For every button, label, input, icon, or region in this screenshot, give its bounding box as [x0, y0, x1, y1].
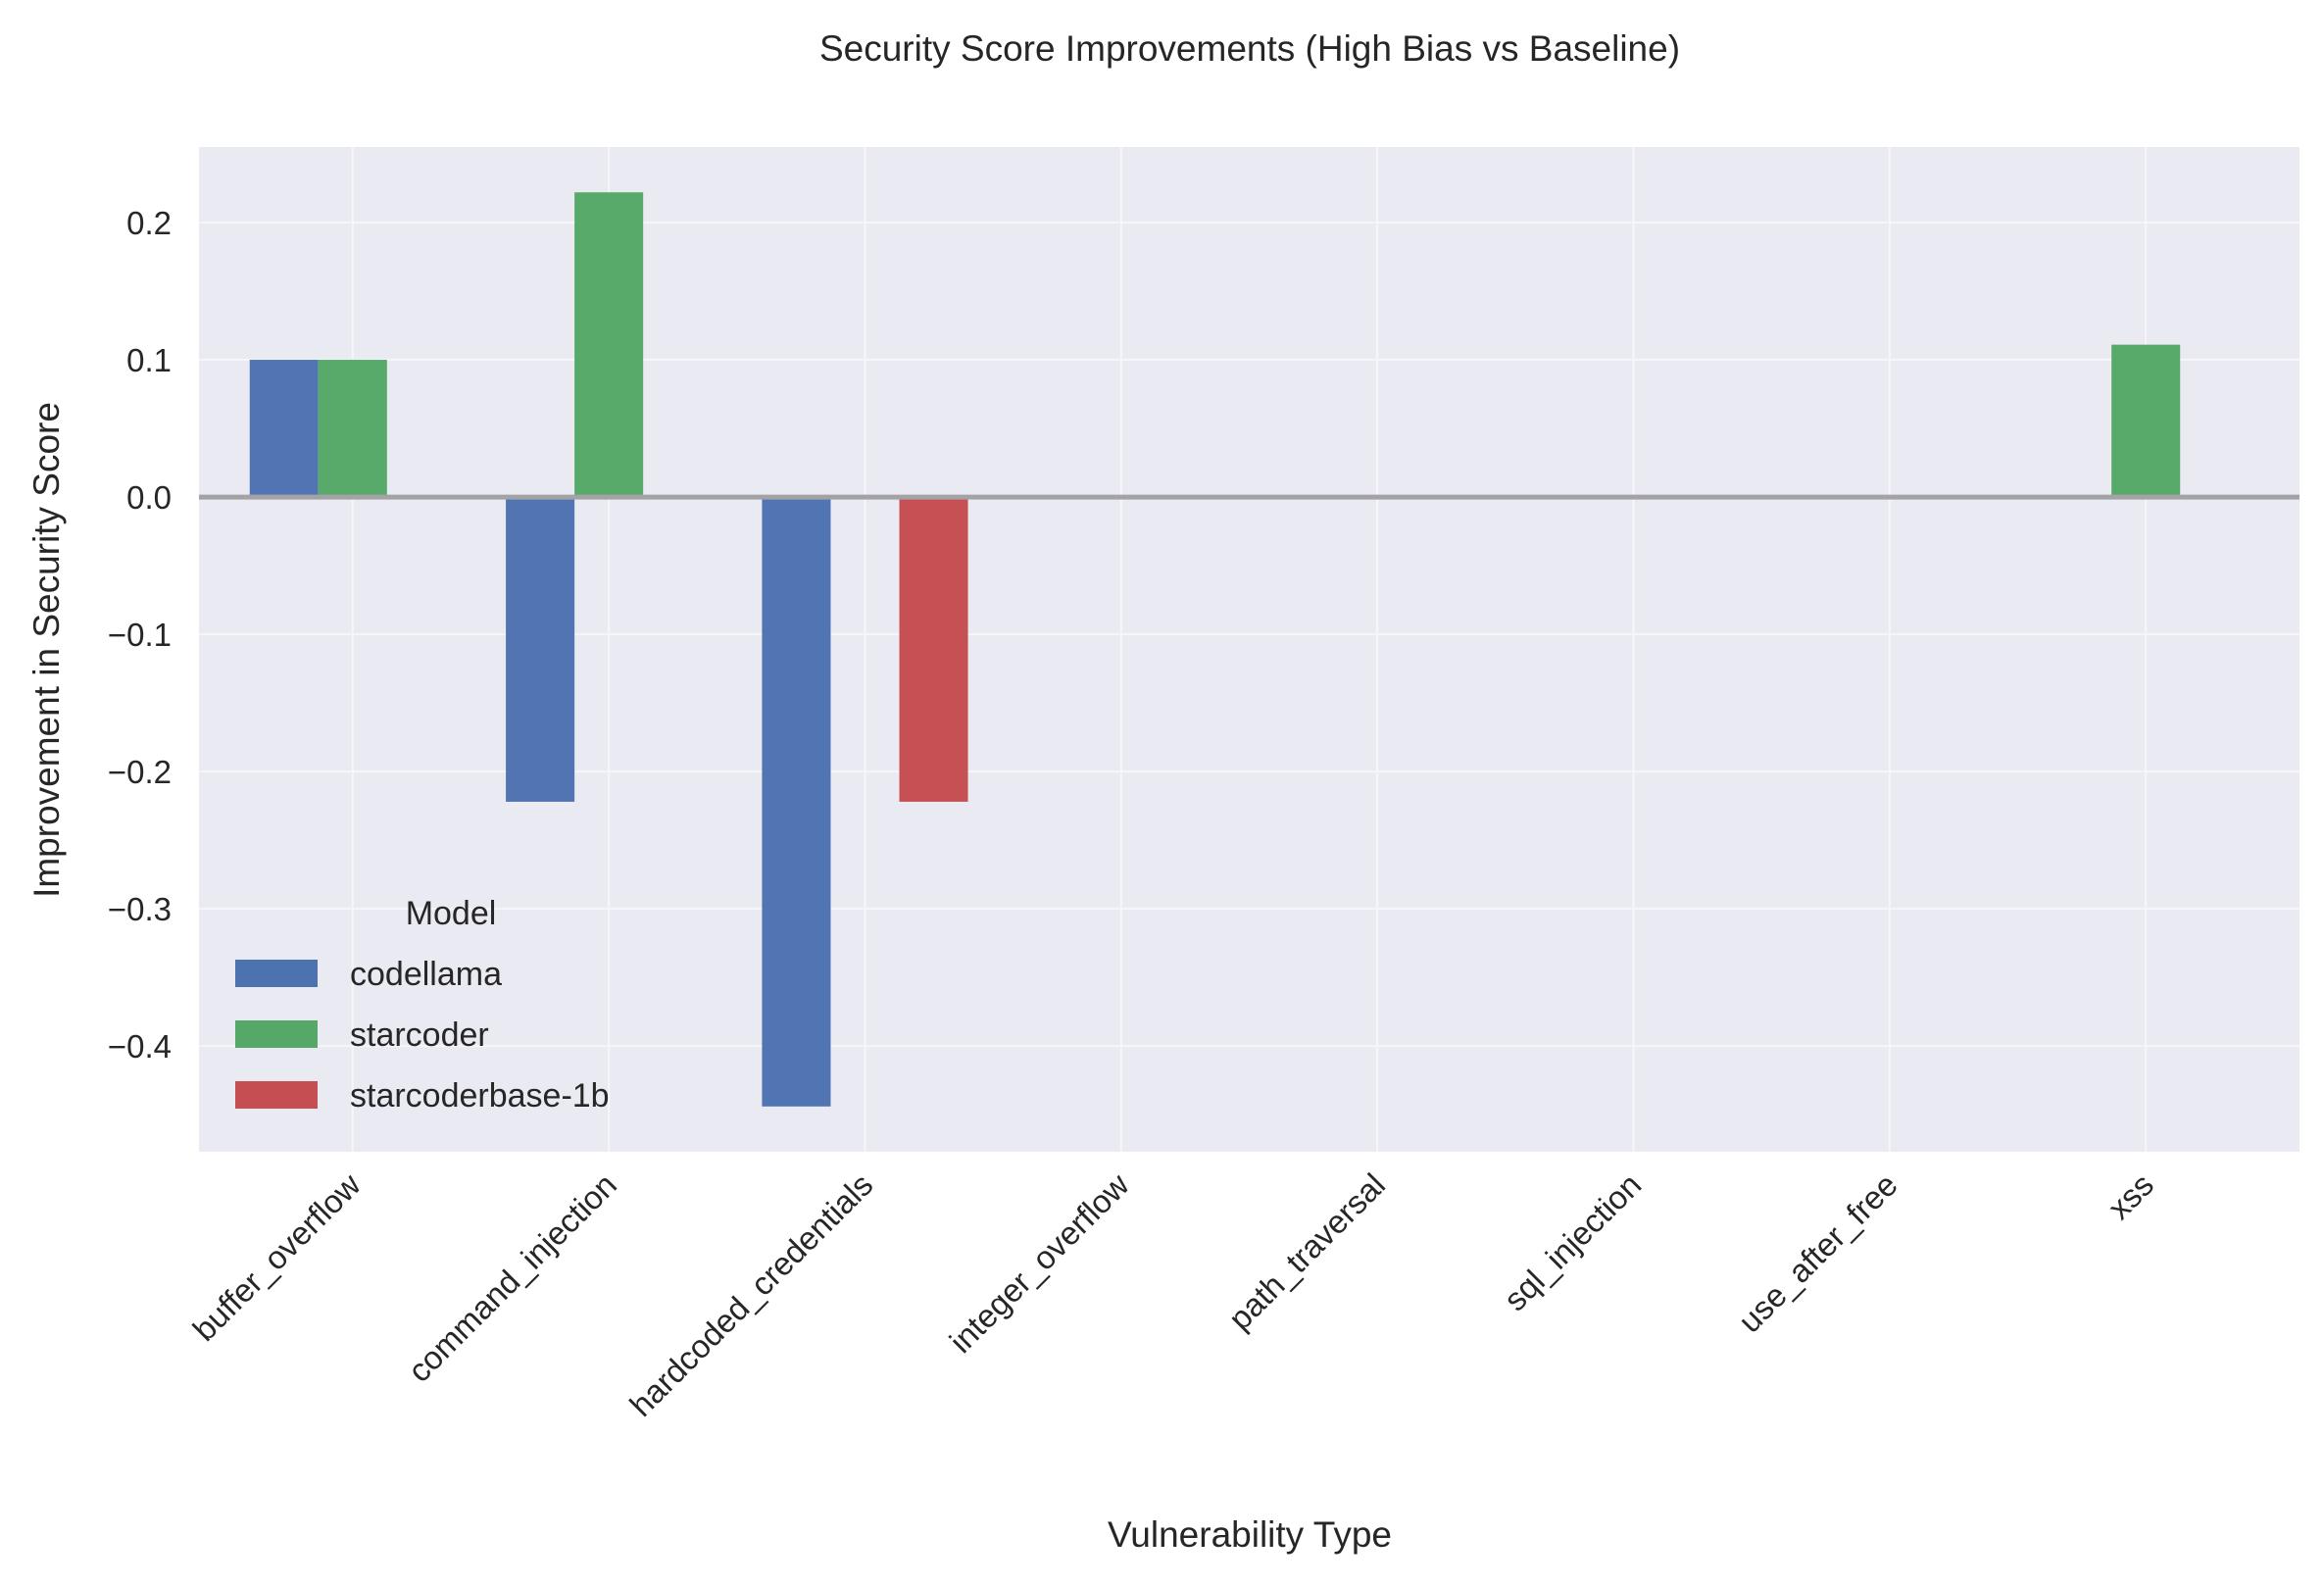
x-tick-label: use_after_free: [1731, 1166, 1904, 1340]
legend-swatch-starcoder: [235, 1020, 318, 1048]
legend-swatch-starcoderbase-1b: [235, 1081, 318, 1109]
x-tick-label: path_traversal: [1221, 1166, 1392, 1337]
bar-codellama-hardcoded_credentials: [762, 497, 831, 1107]
legend-label-codellama: codellama: [350, 956, 502, 993]
y-tick-label: −0.4: [108, 1028, 172, 1065]
x-tick-label: integer_overflow: [942, 1166, 1135, 1360]
legend-label-starcoder: starcoder: [350, 1016, 489, 1054]
y-axis-label: Improvement in Security Score: [26, 402, 67, 898]
y-tick-label: −0.3: [108, 891, 172, 927]
y-tick-label: 0.2: [126, 205, 172, 241]
x-tick-label: hardcoded_credentials: [622, 1166, 879, 1423]
x-axis-label: Vulnerability Type: [1108, 1514, 1392, 1555]
x-tick-label: xss: [2101, 1166, 2160, 1226]
y-tick-label: −0.1: [108, 617, 172, 653]
y-axis-ticks: 0.2 0.1 0.0 −0.1 −0.2 −0.3 −0.4: [108, 205, 172, 1065]
chart-title: Security Score Improvements (High Bias v…: [819, 28, 1680, 69]
x-tick-label: sql_injection: [1497, 1166, 1649, 1318]
bar-starcoder-command_injection: [574, 192, 644, 498]
x-axis-ticks: buffer_overflow command_injection hardcode…: [185, 1166, 2160, 1423]
legend-items: codellama starcoder starcoderbase-1b: [235, 956, 610, 1115]
legend-label-starcoderbase-1b: starcoderbase-1b: [350, 1077, 610, 1115]
y-tick-label: 0.1: [126, 342, 172, 378]
bar-starcoderbase-1b-hardcoded_credentials: [899, 497, 968, 802]
y-tick-label: 0.0: [126, 479, 172, 516]
legend-swatch-codellama: [235, 960, 318, 987]
bar-codellama-command_injection: [506, 497, 575, 802]
bar-starcoder-buffer_overflow: [318, 360, 387, 498]
x-tick-label: buffer_overflow: [185, 1166, 367, 1348]
bar-starcoder-xss: [2111, 344, 2181, 498]
bars-layer: [249, 192, 2181, 1107]
x-tick-label: command_injection: [401, 1166, 623, 1389]
bar-codellama-buffer_overflow: [249, 360, 319, 498]
legend-title: Model: [406, 895, 497, 932]
y-tick-label: −0.2: [108, 754, 172, 790]
legend: Model codellama starcoder starcoderbase-1b: [235, 895, 610, 1115]
